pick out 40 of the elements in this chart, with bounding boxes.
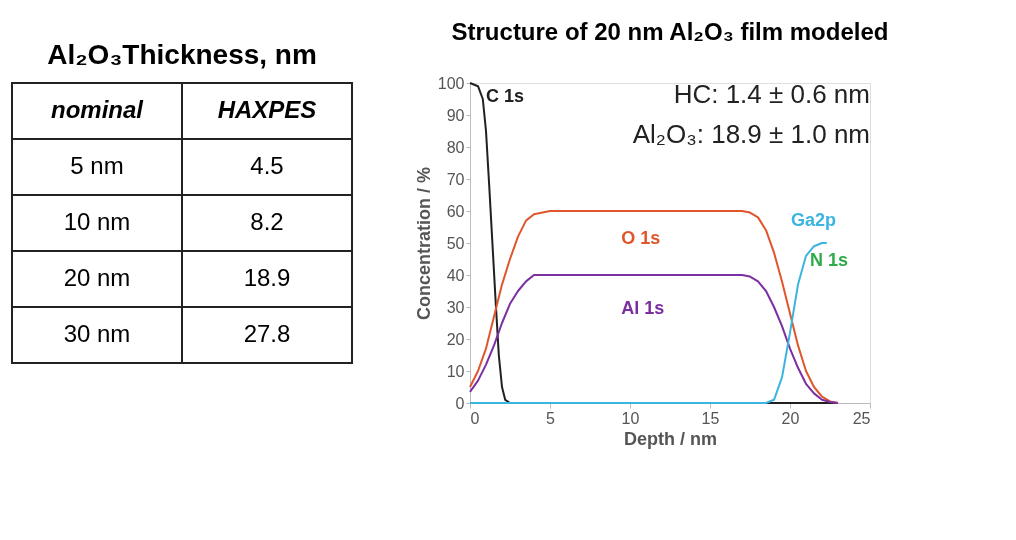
x-tick-label: 25 (852, 409, 871, 427)
text: HAXPES (217, 96, 317, 123)
text: 27.8 (243, 320, 291, 347)
line-series (469, 274, 839, 404)
x-tick-label: 5 (546, 409, 556, 427)
x-tick-label: 10 (621, 409, 640, 427)
text: 8.2 (250, 208, 284, 235)
y-tick-label: 20 (446, 330, 465, 348)
text: 18.9 (243, 264, 291, 291)
series-label: C 1s (486, 86, 525, 106)
text: Al₂O₃Thickness, nm (47, 39, 317, 70)
x-tick-label: 20 (781, 409, 800, 427)
text: 20 nm (63, 264, 131, 291)
annotation: N 1s (809, 250, 848, 270)
text: 5 nm (70, 152, 124, 179)
y-tick-label: 100 (437, 74, 465, 92)
y-tick-label: 0 (455, 394, 465, 412)
text: nominal (50, 96, 145, 123)
text: 10 nm (63, 208, 131, 235)
series-label: Ga2p (790, 210, 836, 230)
chart-title: Structure of 20 nm Al₂O₃ film modeled (451, 18, 889, 45)
y-tick-label: 90 (446, 106, 465, 124)
annotation: HC: 1.4 ± 0.6 nm (673, 79, 870, 109)
x-axis-title: Depth / nm (624, 428, 717, 449)
y-tick-label: 60 (446, 202, 465, 220)
text: 30 nm (63, 320, 131, 347)
x-tick-label: 0 (470, 409, 480, 427)
y-tick-label: 30 (446, 298, 465, 316)
text: 4.5 (250, 152, 284, 179)
series-label: Al 1s (621, 298, 665, 318)
y-tick-label: 40 (446, 266, 465, 284)
x-tick-label: 15 (701, 409, 720, 427)
y-tick-label: 80 (446, 138, 465, 156)
y-tick-label: 50 (446, 234, 465, 252)
y-tick-label: 10 (446, 362, 465, 380)
line-series (469, 242, 828, 404)
series-label: O 1s (621, 228, 661, 248)
y-axis-title: Concentration / % (413, 166, 434, 321)
annotation: Al₂O₃: 18.9 ± 1.0 nm (632, 119, 870, 149)
y-tick-label: 70 (446, 170, 465, 188)
